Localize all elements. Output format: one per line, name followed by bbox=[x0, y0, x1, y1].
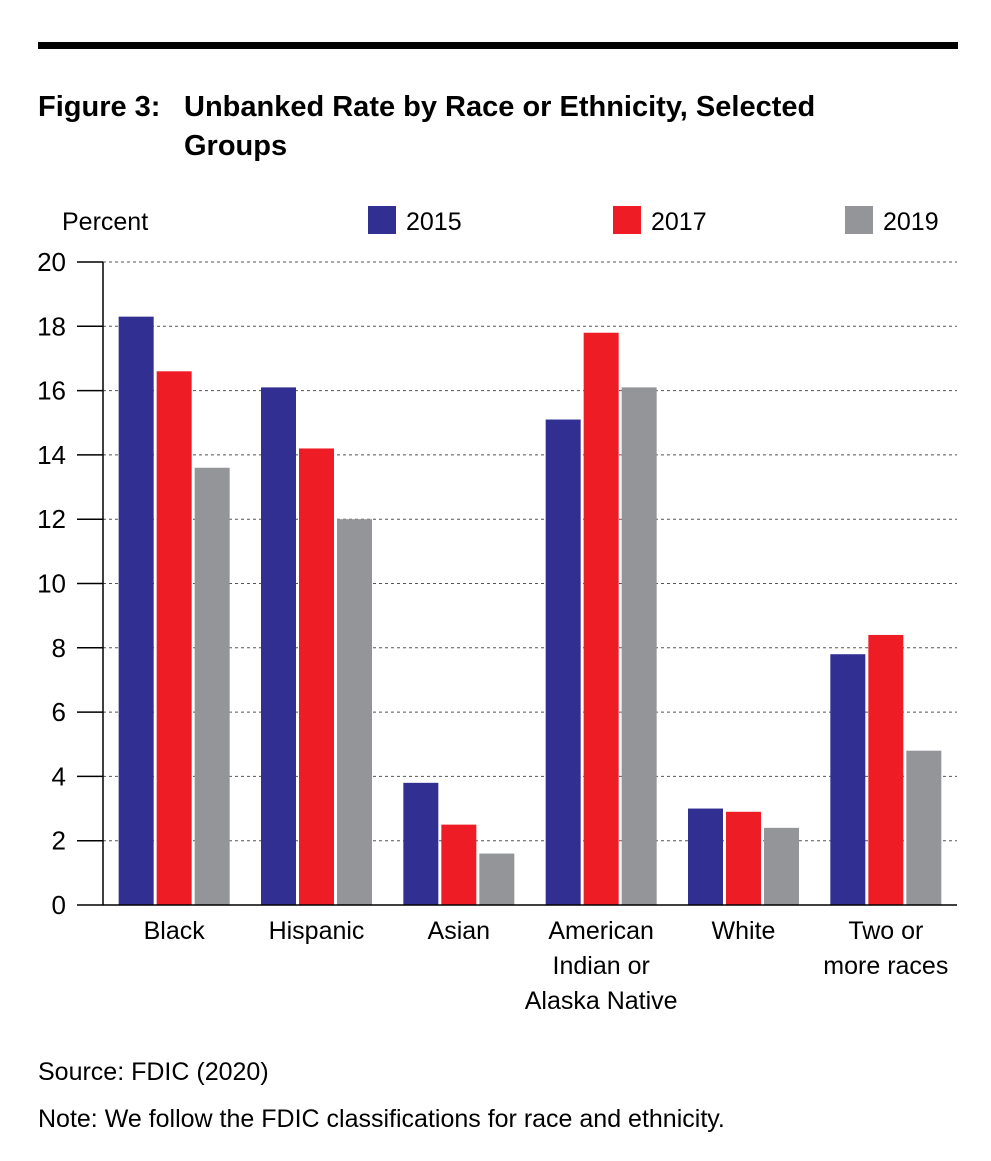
x-tick-label: Hispanic bbox=[269, 917, 365, 945]
bar-2015-3 bbox=[545, 419, 581, 905]
y-tick-label: 2 bbox=[52, 826, 66, 856]
bar-2019-2 bbox=[479, 853, 515, 905]
figure-title: Figure 3: Unbanked Rate by Race or Ethnic… bbox=[38, 88, 815, 166]
legend-label-2019: 2019 bbox=[883, 208, 939, 236]
y-tick-label: 10 bbox=[37, 569, 66, 599]
bar-2017-4 bbox=[726, 811, 761, 905]
bar-2015-4 bbox=[688, 808, 723, 905]
bar-2019-5 bbox=[906, 750, 942, 905]
bar-2019-1 bbox=[337, 519, 372, 905]
figure-number: Figure 3: bbox=[38, 91, 161, 123]
x-tick-label: Asian bbox=[428, 917, 491, 945]
y-tick-label: 14 bbox=[37, 440, 66, 470]
x-tick-label: Alaska Native bbox=[525, 987, 678, 1015]
bar-2015-5 bbox=[830, 654, 866, 905]
bar-2017-5 bbox=[868, 634, 904, 905]
x-tick-label: more races bbox=[823, 952, 948, 980]
y-tick-label: 0 bbox=[52, 890, 66, 920]
y-tick-label: 20 bbox=[37, 247, 66, 277]
y-tick-label: 16 bbox=[37, 376, 66, 406]
legend-label-2017: 2017 bbox=[651, 208, 707, 236]
bar-2017-0 bbox=[156, 371, 192, 905]
y-axis-label: Percent bbox=[62, 208, 148, 236]
x-tick-label: White bbox=[712, 917, 776, 945]
x-tick-label: American bbox=[548, 917, 654, 945]
bar-2015-0 bbox=[118, 316, 154, 905]
legend-swatch-2017 bbox=[613, 206, 641, 234]
bar-2017-1 bbox=[299, 448, 334, 905]
legend-label-2015: 2015 bbox=[406, 208, 462, 236]
figure-title-line2: Groups bbox=[184, 130, 288, 162]
y-tick-label: 12 bbox=[37, 504, 66, 534]
y-tick-label: 4 bbox=[52, 761, 66, 791]
bar-2019-0 bbox=[194, 467, 230, 905]
source-note: Source: FDIC (2020) bbox=[38, 1058, 269, 1086]
x-tick-label: Indian or bbox=[553, 952, 650, 980]
top-rule bbox=[38, 42, 958, 49]
bar-2017-3 bbox=[583, 332, 619, 906]
bar-2019-3 bbox=[621, 387, 657, 905]
bar-2019-4 bbox=[764, 827, 799, 905]
y-tick-label: 18 bbox=[37, 311, 66, 341]
footnote: Note: We follow the FDIC classifications… bbox=[38, 1105, 725, 1133]
figure-title-line1: Unbanked Rate by Race or Ethnicity, Sele… bbox=[184, 91, 816, 123]
bar-2017-2 bbox=[441, 824, 477, 905]
y-tick-label: 8 bbox=[52, 633, 66, 663]
bar-2015-1 bbox=[261, 387, 296, 905]
y-tick-label: 6 bbox=[52, 697, 66, 727]
legend-swatch-2019 bbox=[845, 206, 873, 234]
legend-swatch-2015 bbox=[368, 206, 396, 234]
x-tick-label: Two or bbox=[848, 917, 923, 945]
bar-2015-2 bbox=[403, 782, 439, 905]
x-tick-label: Black bbox=[144, 917, 206, 945]
